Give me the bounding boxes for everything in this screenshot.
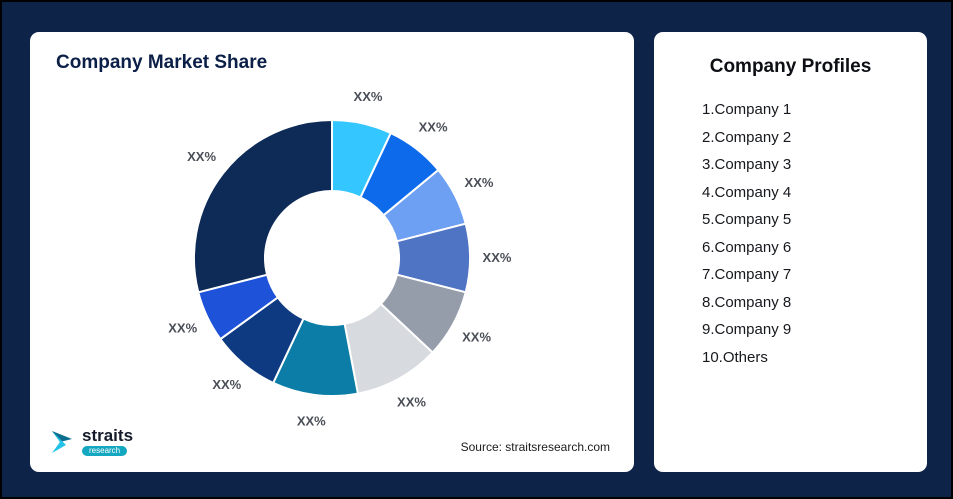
profile-item: 6.Company 6 [702, 238, 792, 256]
donut-segment [193, 118, 333, 294]
segment-label: XX% [462, 330, 491, 345]
profile-item: 7.Company 7 [702, 266, 792, 283]
market-share-card: Company Market Share XX% XX% XX% XX% XX% XX% X… [30, 32, 634, 472]
segment-label: XX% [354, 89, 383, 104]
profile-item: 1.Company 1 [702, 101, 792, 118]
profiles-card: Company Profiles 1.Company 1 2.Company 2… [654, 32, 927, 472]
logo-sub-badge: research [82, 446, 128, 456]
donut-chart: XX% XX% XX% XX% XX% XX% XX% XX% XX% XX% [168, 89, 512, 429]
profile-item: 10.Others [702, 348, 768, 366]
profile-item: 4.Company 4 [702, 183, 792, 201]
profiles-list: 1.Company 1 2.Company 2 3.Company 3 4.Co… [654, 96, 927, 371]
profile-item: 9.Company 9 [702, 321, 792, 338]
straits-logo: straits research [50, 427, 133, 456]
logo-name: straits [82, 426, 134, 445]
chart-title: Company Market Share [56, 52, 268, 73]
segment-label: XX% [483, 250, 512, 265]
source-text: Source: straitsresearch.com [460, 440, 610, 454]
segment-label: XX% [297, 414, 326, 429]
segment-label: XX% [397, 395, 426, 410]
segment-label: XX% [465, 175, 494, 190]
segment-label: XX% [419, 120, 448, 135]
profiles-title: Company Profiles [709, 56, 872, 77]
donut-chart-area: XX% XX% XX% XX% XX% XX% XX% XX% XX% XX% [30, 76, 634, 448]
profile-item: 5.Company 5 [702, 211, 792, 228]
segment-label: XX% [168, 320, 197, 335]
segment-label: XX% [212, 377, 241, 392]
profile-item: 2.Company 2 [702, 128, 792, 146]
profile-item: 8.Company 8 [702, 293, 792, 311]
segment-label: XX% [187, 149, 216, 164]
straits-logo-icon [52, 430, 72, 453]
profile-item: 3.Company 3 [702, 156, 792, 173]
straits-logo-text: straits research [82, 427, 133, 456]
